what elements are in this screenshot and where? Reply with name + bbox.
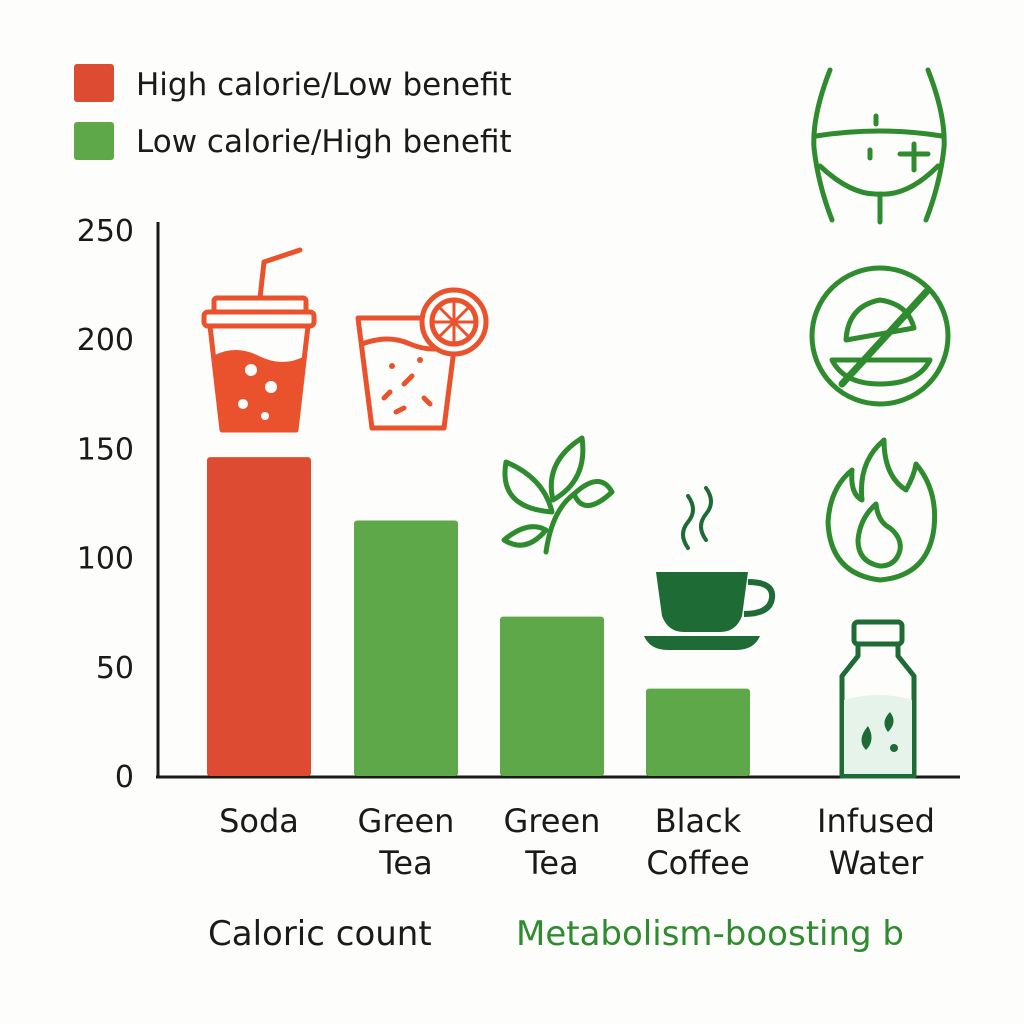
footer-caloric-count: Caloric count [208, 914, 432, 954]
legend-label-low-calorie: Low calorie/High benefit [136, 124, 512, 160]
bar [500, 616, 604, 776]
y-tick-label: 50 [96, 651, 134, 686]
bar [646, 688, 750, 776]
y-tick-label: 250 [77, 214, 134, 249]
y-tick-label: 200 [77, 323, 134, 358]
y-tick-label: 100 [77, 542, 134, 577]
juice-glass-icon [355, 287, 489, 431]
category-label: Infused [817, 802, 935, 840]
legend-label-high-calorie: High calorie/Low benefit [136, 67, 512, 103]
category-label: Green [358, 802, 455, 840]
category-label: Coffee [646, 844, 749, 882]
category-label: Soda [219, 802, 299, 840]
bar [354, 520, 458, 776]
category-label: Black [655, 802, 742, 840]
bars [207, 457, 750, 776]
category-labels: Soda Green Tea Green Tea Black Coffee Infused Wa… [219, 802, 935, 882]
y-tick-labels: 0 50 100 150 200 250 [77, 214, 134, 795]
legend: High calorie/Low benefit Low calorie/Hig… [74, 64, 512, 160]
coffee-cup-icon [644, 486, 776, 650]
footer-metabolism-boosting: Metabolism-boosting b [516, 914, 904, 954]
category-label: Tea [524, 844, 578, 882]
flame-icon [825, 437, 938, 583]
soda-cup-icon [201, 247, 317, 433]
no-food-icon [809, 265, 951, 407]
waist-icon [811, 67, 947, 225]
y-tick-label: 150 [77, 432, 134, 467]
bar [207, 457, 311, 776]
y-tick-label: 0 [115, 760, 134, 795]
category-label: Water [829, 844, 924, 882]
category-label: Green [504, 802, 601, 840]
category-label: Tea [378, 844, 432, 882]
legend-swatch-high-calorie [74, 64, 114, 102]
tea-leaf-icon [501, 435, 615, 555]
legend-swatch-low-calorie [74, 122, 114, 160]
water-bottle-icon [839, 619, 917, 779]
